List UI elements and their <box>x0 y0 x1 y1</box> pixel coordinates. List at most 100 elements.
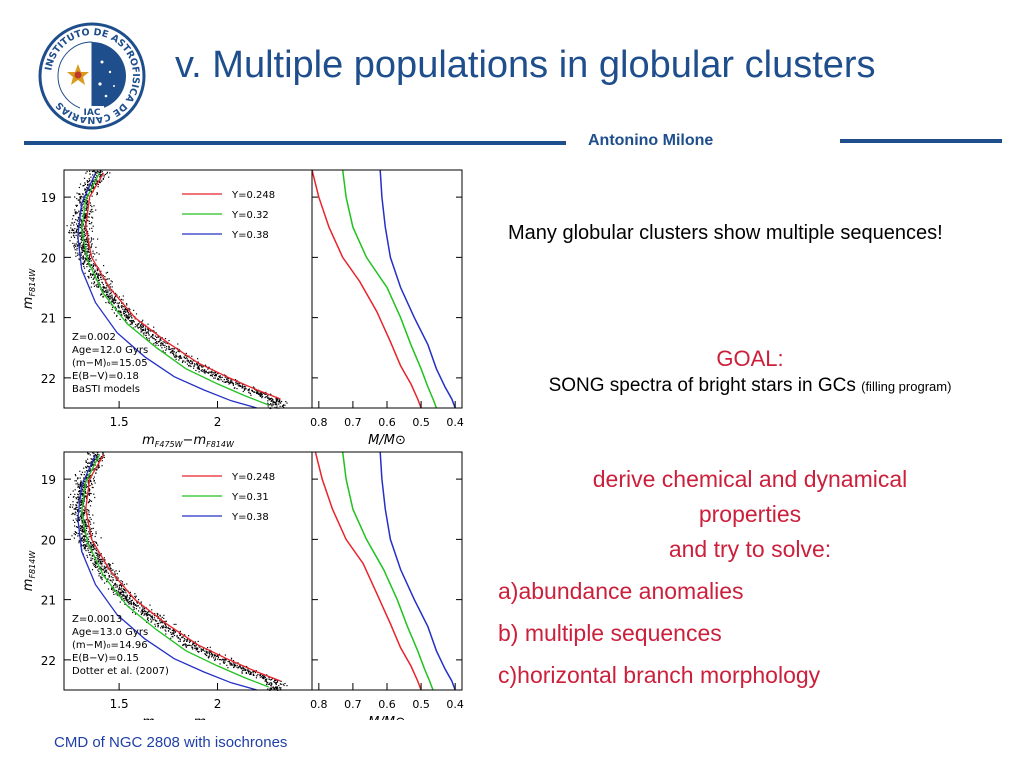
star-point <box>88 276 90 278</box>
star-point <box>111 286 113 288</box>
star-point <box>227 380 229 383</box>
star-point <box>151 620 153 622</box>
star-point <box>74 245 77 247</box>
star-point <box>131 321 133 323</box>
star-point <box>76 521 79 523</box>
star-point <box>80 241 83 243</box>
star-point <box>267 400 269 402</box>
star-point <box>80 480 82 482</box>
star-point <box>152 335 154 337</box>
isochrone-line <box>85 172 281 400</box>
star-point <box>93 454 95 456</box>
star-point <box>164 623 166 625</box>
star-point <box>208 652 210 654</box>
star-point <box>88 213 91 215</box>
star-point <box>73 537 75 539</box>
star-point <box>78 498 80 500</box>
star-point <box>107 290 109 292</box>
star-point <box>170 637 172 639</box>
star-point <box>80 252 82 254</box>
star-point <box>85 545 87 547</box>
star-point <box>83 177 86 179</box>
star-point <box>269 404 271 406</box>
star-point <box>90 543 92 545</box>
star-point <box>190 365 192 368</box>
star-point <box>88 514 90 516</box>
star-point <box>77 499 80 501</box>
star-point <box>78 484 80 486</box>
star-point <box>192 643 194 645</box>
star-point <box>190 360 192 362</box>
star-point <box>84 222 87 224</box>
star-point <box>79 507 81 509</box>
star-point <box>106 173 108 175</box>
star-point <box>92 463 94 465</box>
star-point <box>108 288 110 290</box>
star-point <box>272 404 274 406</box>
star-point <box>212 653 214 656</box>
star-point <box>261 395 263 397</box>
star-point <box>104 286 106 289</box>
star-point <box>99 176 101 178</box>
star-point <box>275 683 277 686</box>
star-point <box>90 286 92 288</box>
star-point <box>204 369 206 371</box>
star-point <box>124 597 126 599</box>
star-point <box>79 245 81 247</box>
star-point <box>237 667 239 669</box>
star-point <box>211 656 213 658</box>
star-point <box>79 258 81 260</box>
star-point <box>85 519 87 521</box>
star-point <box>213 372 215 374</box>
star-point <box>80 224 82 226</box>
star-point <box>77 510 79 512</box>
star-point <box>88 258 91 260</box>
star-point <box>138 326 140 328</box>
list-item: c)horizontal branch morphology <box>498 662 821 688</box>
star-point <box>96 270 98 272</box>
star-point <box>173 630 175 632</box>
star-point <box>97 274 99 276</box>
star-point <box>221 659 223 661</box>
star-point <box>81 539 83 541</box>
x-tick-label: 2 <box>214 697 222 711</box>
star-point <box>88 453 90 455</box>
star-point <box>239 384 241 387</box>
star-point <box>87 465 89 467</box>
star-point <box>172 633 174 635</box>
star-point <box>92 554 94 556</box>
star-point <box>86 187 88 190</box>
star-point <box>92 174 94 176</box>
star-point <box>125 317 127 319</box>
star-point <box>255 670 257 672</box>
star-point <box>229 381 231 383</box>
star-point <box>92 170 95 172</box>
star-point <box>170 633 172 635</box>
star-point <box>275 679 277 682</box>
star-point <box>169 352 172 354</box>
star-point <box>85 208 88 210</box>
star-point <box>95 171 97 173</box>
star-point <box>106 293 108 295</box>
star-point <box>206 652 208 654</box>
star-point <box>78 519 81 521</box>
star-point <box>121 581 124 583</box>
star-point <box>82 258 84 260</box>
star-point <box>126 595 128 597</box>
star-point <box>147 323 149 325</box>
star-point <box>184 355 186 357</box>
star-point <box>194 645 196 647</box>
star-point <box>87 233 89 235</box>
star-point <box>177 636 179 639</box>
star-point <box>83 474 85 476</box>
star-point <box>88 270 90 272</box>
star-point <box>164 346 166 348</box>
star-point <box>86 241 88 243</box>
star-point <box>81 502 83 504</box>
star-point <box>122 306 124 308</box>
star-point <box>153 330 155 332</box>
plot-frame <box>311 451 463 691</box>
star-point <box>85 550 87 552</box>
star-point <box>219 375 221 377</box>
star-point <box>77 482 79 484</box>
